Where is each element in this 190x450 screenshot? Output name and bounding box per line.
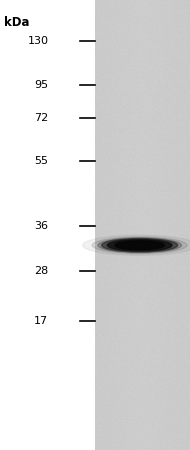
Text: 95: 95: [34, 80, 48, 90]
Ellipse shape: [115, 241, 164, 250]
Text: kDa: kDa: [4, 16, 29, 29]
Ellipse shape: [83, 235, 190, 256]
Text: 36: 36: [34, 221, 48, 231]
Ellipse shape: [98, 238, 181, 253]
Text: 17: 17: [34, 316, 48, 326]
Text: 28: 28: [34, 266, 48, 276]
Ellipse shape: [102, 238, 178, 252]
Text: 55: 55: [34, 156, 48, 166]
Ellipse shape: [92, 237, 187, 254]
Text: 72: 72: [34, 113, 48, 123]
Text: 130: 130: [27, 36, 48, 46]
Ellipse shape: [107, 239, 172, 251]
